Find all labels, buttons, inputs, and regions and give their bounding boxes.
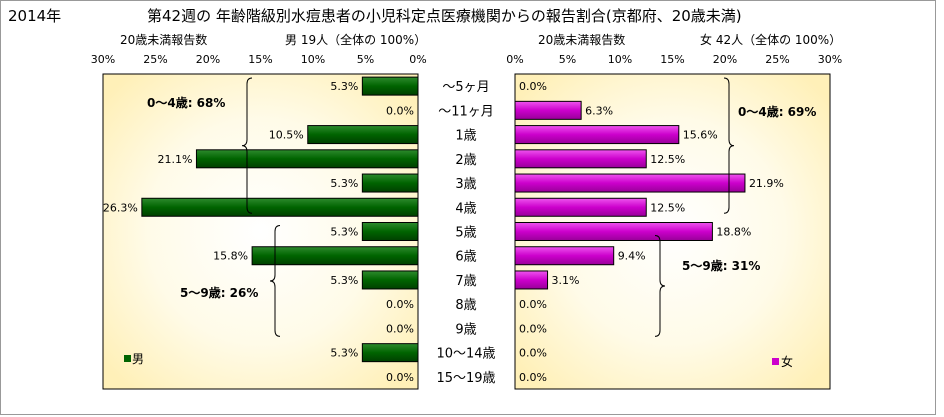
female-bar (514, 197, 647, 217)
female-tick-label: 10% (608, 53, 632, 66)
male-data-label: 5.3% (330, 80, 358, 93)
female-data-label: 3.1% (552, 274, 580, 287)
male-legend-label: 男 (132, 352, 144, 366)
female-tick-label: 20% (713, 53, 737, 66)
male-data-label: 5.3% (330, 274, 358, 287)
bracket (241, 77, 253, 214)
male-legend-swatch (124, 355, 131, 362)
male-count-label: 男 19人（全体の 100%） (285, 32, 426, 47)
female-bar (514, 270, 549, 290)
female-bar (514, 149, 647, 169)
male-bar (307, 125, 419, 145)
male-data-label: 0.0% (386, 104, 414, 117)
male-bars (141, 76, 419, 363)
male-data-label: 0.0% (386, 322, 414, 335)
female-tick-label: 0% (506, 53, 523, 66)
category-label: 〜11ヶ月 (438, 104, 494, 119)
female-tick-label: 25% (765, 53, 789, 66)
category-labels: 〜5ヶ月〜11ヶ月 1歳 2歳 3歳 4歳 5歳 6歳 7歳 8歳 9歳 10〜14歳 15〜19歳 (436, 80, 495, 386)
male-annotation-5-9: 5〜9歳: 26% (180, 285, 258, 300)
female-data-label: 0.0% (519, 298, 547, 311)
male-data-label: 5.3% (330, 347, 358, 360)
age-group-braces: 0〜4歳: 68% 5〜9歳: 26% 0〜4歳: 69% 5〜9歳: 31% (147, 77, 816, 337)
male-bar (361, 270, 419, 290)
female-legend: 女 (772, 354, 793, 369)
male-data-label: 5.3% (330, 177, 358, 190)
bracket (723, 77, 735, 214)
female-tick-label: 5% (559, 53, 576, 66)
bracket (654, 235, 666, 337)
category-label: 4歳 (455, 201, 476, 216)
male-data-label: 0.0% (386, 371, 414, 384)
male-data-label: 26.3% (103, 201, 138, 214)
male-legend: 男 (124, 352, 144, 366)
male-data-label: 15.8% (213, 250, 248, 263)
male-tick-label: 5% (357, 53, 374, 66)
female-data-label: 21.9% (749, 177, 784, 190)
female-data-labels: 0.0% 6.3% 15.6% 12.5% 21.9% 12.5% 18.8% 9.4% 3.1… (519, 80, 784, 384)
category-label: 9歳 (455, 322, 476, 337)
male-annotation-0-4: 0〜4歳: 68% (147, 95, 225, 110)
male-x-axis-ticks: 0% 5% 10% 15% 20% 25% 30% (91, 53, 427, 66)
year-label: 2014年 (8, 7, 61, 25)
female-bar (514, 222, 713, 241)
female-legend-swatch (772, 358, 779, 365)
male-tick-label: 0% (409, 53, 426, 66)
male-tick-label: 20% (196, 53, 220, 66)
female-bar (514, 100, 582, 120)
category-label: 1歳 (455, 129, 476, 144)
category-label: 3歳 (455, 177, 476, 192)
female-annotation-0-4: 0〜4歳: 69% (738, 104, 816, 119)
category-label: 15〜19歳 (436, 371, 495, 386)
male-bar (361, 343, 419, 363)
male-data-label: 5.3% (330, 226, 358, 239)
chart-title: 第42週の 年齢階級別水痘患者の小児科定点医療機関からの報告割合(京都府、20歳… (147, 7, 742, 25)
category-label: 2歳 (455, 153, 476, 168)
male-data-labels: 5.3% 0.0% 10.5% 21.1% 5.3% 26.3% 5.3% 15.8% 5.3%… (103, 80, 414, 384)
male-axis-title: 20歳未満報告数 (120, 32, 207, 47)
female-tick-label: 30% (818, 53, 842, 66)
male-tick-label: 15% (248, 53, 272, 66)
female-bar (514, 125, 680, 145)
female-data-label: 0.0% (519, 80, 547, 93)
female-bars (514, 100, 746, 290)
female-data-label: 12.5% (650, 153, 685, 166)
category-label: 7歳 (455, 274, 476, 289)
female-data-label: 0.0% (519, 347, 547, 360)
female-count-label: 女 42人（全体の 100%） (700, 32, 841, 47)
male-data-label: 21.1% (157, 153, 192, 166)
category-label: 10〜14歳 (436, 347, 495, 362)
female-x-axis-ticks: 0% 5% 10% 15% 20% 25% 30% (506, 53, 842, 66)
male-data-label: 0.0% (386, 298, 414, 311)
male-tick-label: 25% (143, 53, 167, 66)
female-data-label: 0.0% (519, 322, 547, 335)
female-legend-label: 女 (781, 354, 793, 369)
female-axis-title: 20歳未満報告数 (538, 32, 625, 47)
female-tick-label: 15% (660, 53, 684, 66)
female-data-label: 15.6% (683, 129, 718, 142)
male-bar (361, 76, 419, 96)
female-data-label: 6.3% (585, 104, 613, 117)
female-data-label: 0.0% (519, 371, 547, 384)
female-data-label: 18.8% (716, 226, 751, 239)
female-bar (514, 246, 615, 266)
male-tick-label: 10% (301, 53, 325, 66)
male-bar (251, 246, 419, 266)
male-bar (361, 173, 419, 193)
male-bar (195, 149, 419, 169)
female-bar (514, 173, 746, 193)
male-bar (141, 197, 419, 217)
category-label: 6歳 (455, 250, 476, 265)
male-bar (361, 222, 419, 241)
female-data-label: 9.4% (618, 250, 646, 263)
male-tick-label: 30% (91, 53, 115, 66)
bracket (269, 225, 281, 337)
category-label: 〜5ヶ月 (442, 80, 489, 95)
category-label: 5歳 (455, 226, 476, 241)
category-label: 8歳 (455, 298, 476, 313)
female-data-label: 12.5% (650, 201, 685, 214)
male-data-label: 10.5% (269, 129, 304, 142)
female-annotation-5-9: 5〜9歳: 31% (682, 258, 760, 273)
